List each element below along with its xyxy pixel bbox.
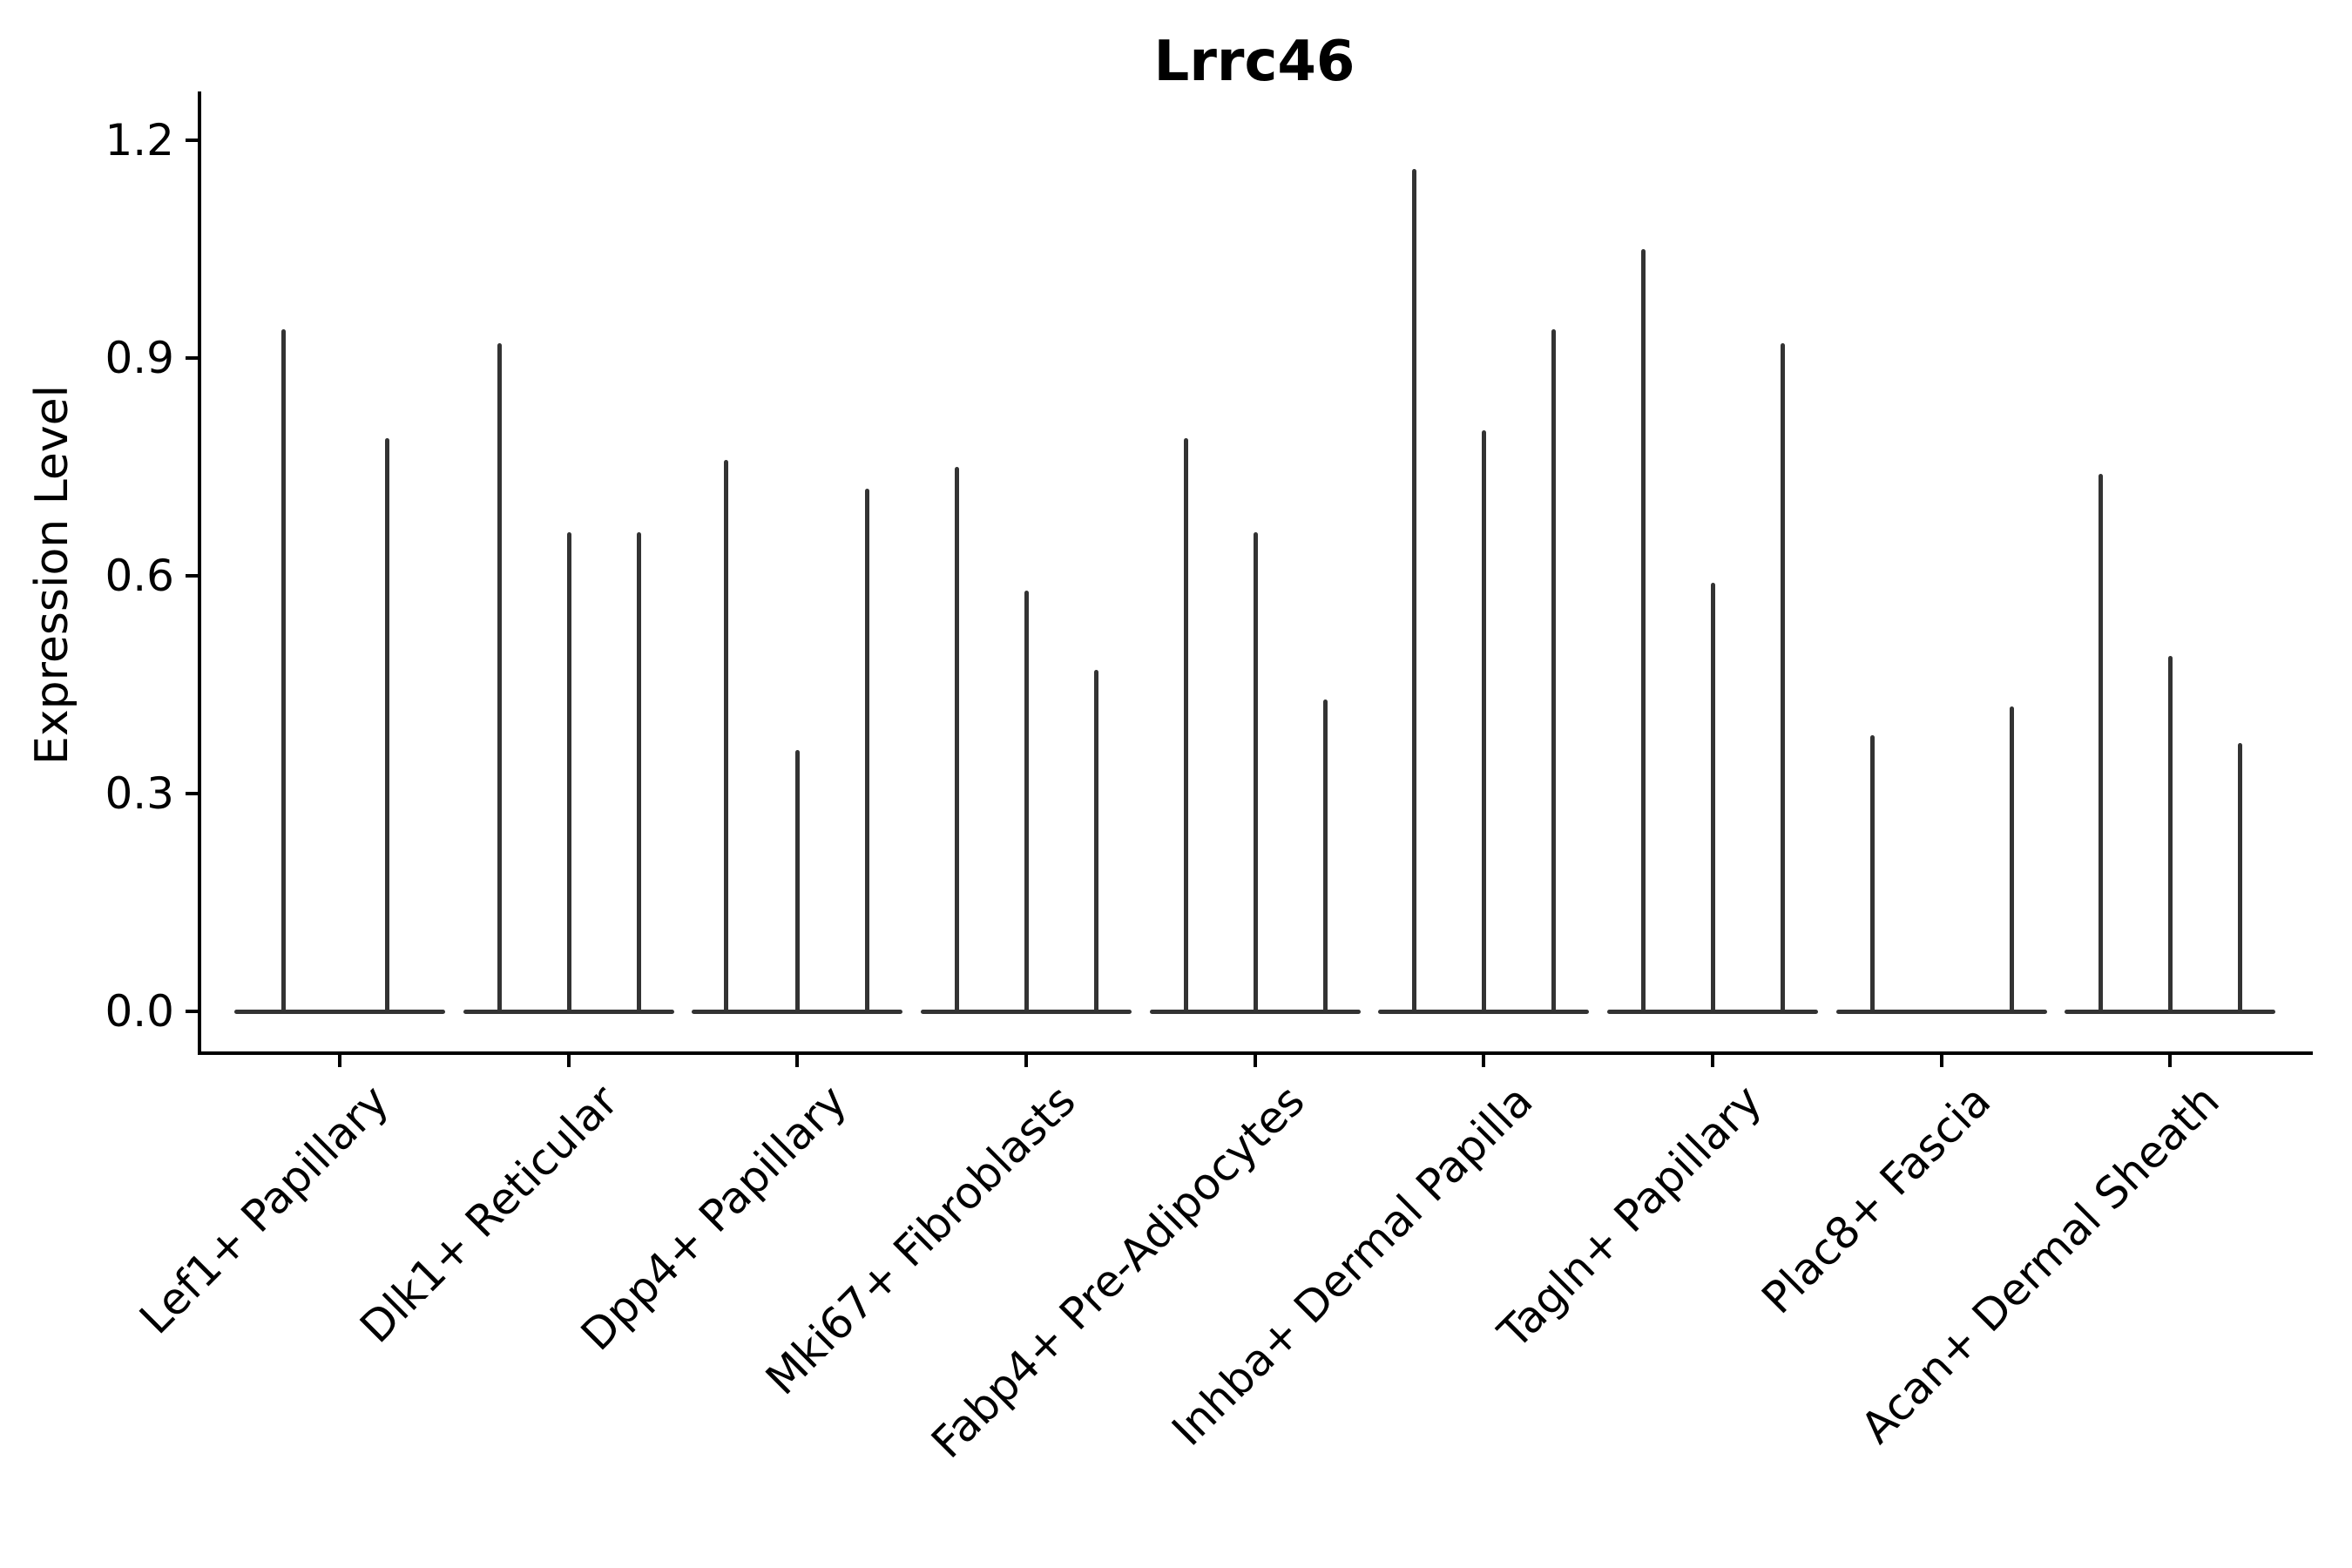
- y-tick-label: 0.0: [105, 986, 174, 1037]
- y-tick-label: 1.2: [105, 115, 174, 166]
- y-tick: [186, 574, 198, 578]
- violin-spike: [864, 489, 869, 1011]
- x-tick: [1024, 1055, 1028, 1067]
- x-tick-label: Plac8+ Fascia: [1752, 1075, 2001, 1324]
- violin-spike: [2009, 706, 2014, 1011]
- x-tick: [1711, 1055, 1714, 1067]
- violin-spike: [1780, 343, 1785, 1011]
- y-tick-label: 0.6: [105, 551, 174, 601]
- violin-spike: [1411, 169, 1416, 1011]
- violin-spike: [2167, 655, 2173, 1011]
- violin-spike: [1640, 249, 1646, 1011]
- y-tick-label: 0.9: [105, 333, 174, 383]
- violin-spike: [384, 437, 389, 1011]
- violin-spike: [497, 343, 502, 1011]
- violin-spike: [1322, 699, 1328, 1011]
- y-tick: [186, 1010, 198, 1013]
- violin-spike: [954, 467, 959, 1011]
- violin-spike: [1551, 328, 1556, 1011]
- x-tick: [1254, 1055, 1257, 1067]
- violin-spike: [1183, 437, 1188, 1011]
- violin-spike: [2237, 742, 2242, 1011]
- violin-spike: [1481, 430, 1486, 1011]
- violin-spike: [1093, 670, 1098, 1011]
- y-tick: [186, 792, 198, 795]
- x-tick: [567, 1055, 571, 1067]
- x-tick: [1482, 1055, 1485, 1067]
- plot-title: Lrrc46: [1153, 30, 1355, 94]
- y-tick-label: 0.3: [105, 768, 174, 819]
- group-zero-baseline: [692, 1010, 902, 1014]
- y-tick: [186, 356, 198, 360]
- violin-spike: [636, 532, 641, 1011]
- group-zero-baseline: [1836, 1010, 2047, 1014]
- violin-spike: [2098, 474, 2103, 1011]
- violin-spike: [1024, 590, 1029, 1011]
- x-tick-label: Lef1+ Papillary: [130, 1075, 399, 1344]
- group-zero-baseline: [463, 1010, 674, 1014]
- x-tick-label: Fabp4+ Pre-Adipocytes: [922, 1075, 1315, 1469]
- group-zero-baseline: [1150, 1010, 1361, 1014]
- x-tick: [2168, 1055, 2172, 1067]
- group-zero-baseline: [2065, 1010, 2275, 1014]
- violin-spike: [1869, 735, 1875, 1011]
- violin-spike: [1253, 532, 1258, 1011]
- violin-spike: [280, 328, 286, 1011]
- violin-spike: [723, 459, 728, 1011]
- x-tick: [338, 1055, 341, 1067]
- x-tick: [795, 1055, 799, 1067]
- group-zero-baseline: [234, 1010, 445, 1014]
- y-axis-spine: [198, 91, 201, 1055]
- group-zero-baseline: [1378, 1010, 1589, 1014]
- violin-spike: [1710, 583, 1715, 1011]
- group-zero-baseline: [1607, 1010, 1818, 1014]
- violin-spike: [794, 750, 800, 1011]
- violin-spike: [566, 532, 571, 1011]
- y-tick: [186, 139, 198, 142]
- x-axis-spine: [198, 1051, 2313, 1055]
- x-tick: [1940, 1055, 1943, 1067]
- group-zero-baseline: [921, 1010, 1132, 1014]
